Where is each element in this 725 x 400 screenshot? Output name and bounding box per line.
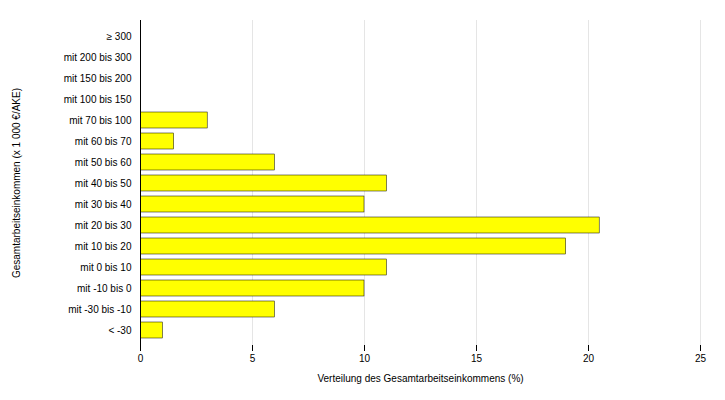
svg-text:mit 40 bis 50: mit 40 bis 50 (75, 178, 132, 189)
svg-text:mit 150 bis 200: mit 150 bis 200 (64, 73, 132, 84)
svg-text:Gesamtarbeitseinkommen (x 1 00: Gesamtarbeitseinkommen (x 1 000 €/AKE) (11, 88, 22, 278)
svg-text:mit 200 bis 300: mit 200 bis 300 (64, 52, 132, 63)
svg-text:5: 5 (250, 353, 256, 364)
svg-text:Verteilung des Gesamtarbeitsei: Verteilung des Gesamtarbeitseinkommens (… (317, 373, 523, 384)
svg-text:25: 25 (695, 353, 707, 364)
svg-text:mit 30 bis 40: mit 30 bis 40 (75, 199, 132, 210)
svg-text:mit 50 bis 60: mit 50 bis 60 (75, 157, 132, 168)
svg-text:≥ 300: ≥ 300 (107, 31, 132, 42)
svg-text:mit 100 bis 150: mit 100 bis 150 (64, 94, 132, 105)
svg-text:15: 15 (471, 353, 483, 364)
svg-text:mit 60 bis 70: mit 60 bis 70 (75, 136, 132, 147)
svg-text:mit 70 bis 100: mit 70 bis 100 (69, 115, 132, 126)
svg-text:20: 20 (583, 353, 595, 364)
svg-text:< -30: < -30 (108, 325, 132, 336)
svg-text:0: 0 (138, 353, 144, 364)
svg-text:10: 10 (359, 353, 371, 364)
svg-text:mit 20 bis 30: mit 20 bis 30 (75, 220, 132, 231)
svg-text:mit -30 bis -10: mit -30 bis -10 (68, 304, 132, 315)
svg-text:mit -10 bis 0: mit -10 bis 0 (77, 283, 132, 294)
svg-text:mit 10 bis 20: mit 10 bis 20 (75, 241, 132, 252)
svg-text:mit 0 bis 10: mit 0 bis 10 (80, 262, 132, 273)
